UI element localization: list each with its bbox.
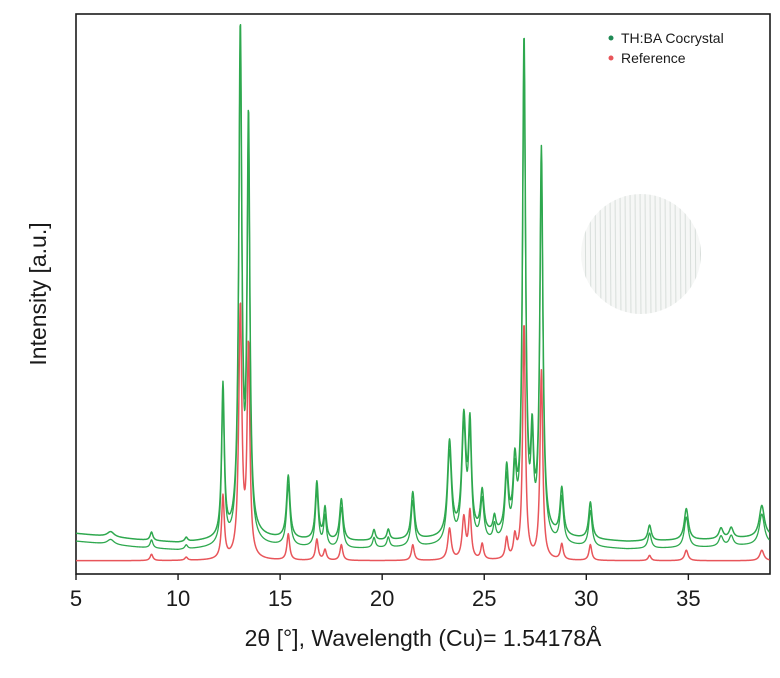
x-tick-label: 20 (370, 586, 394, 611)
inset-texture-line (659, 194, 662, 314)
inset-texture-line (599, 194, 602, 314)
x-tick-label: 10 (166, 586, 190, 611)
inset-texture-line (679, 194, 682, 314)
inset-texture-line (654, 194, 657, 314)
legend-marker-cocrystal (608, 35, 614, 41)
y-axis-title: Intensity [a.u.] (25, 222, 51, 365)
inset-texture-line (604, 194, 607, 314)
x-axis: 5 10 15 20 25 30 35 (70, 574, 701, 611)
inset-texture-line (644, 194, 647, 314)
inset-texture-line (624, 194, 627, 314)
inset-texture-line (629, 194, 632, 314)
inset-texture-line (669, 194, 672, 314)
inset-texture-line (664, 194, 667, 314)
inset-texture-line (649, 194, 652, 314)
legend: TH:BA Cocrystal Reference (608, 30, 724, 66)
x-tick-label: 15 (268, 586, 292, 611)
inset-texture-line (614, 194, 617, 314)
legend-marker-reference (608, 55, 614, 61)
series-line-cocrystal (76, 23, 770, 543)
legend-label-cocrystal: TH:BA Cocrystal (621, 30, 724, 46)
series-line-reference (76, 302, 770, 562)
x-tick-label: 5 (70, 586, 82, 611)
x-tick-label: 25 (472, 586, 496, 611)
inset-texture-line (674, 194, 677, 314)
x-tick-label: 35 (676, 586, 700, 611)
inset-texture-line (619, 194, 622, 314)
inset-texture-line (609, 194, 612, 314)
x-axis-title: 2θ [°], Wavelength (Cu)= 1.54178Å (245, 624, 602, 651)
inset-texture-line (639, 194, 642, 314)
series-line-cocrystal-b (76, 47, 770, 550)
x-tick-label: 30 (574, 586, 598, 611)
crystal-inset-image (581, 194, 701, 314)
series-group (76, 23, 770, 562)
inset-texture-line (634, 194, 637, 314)
legend-label-reference: Reference (621, 50, 686, 66)
